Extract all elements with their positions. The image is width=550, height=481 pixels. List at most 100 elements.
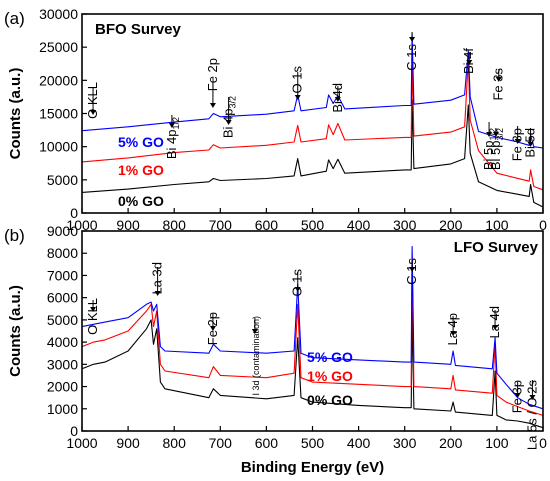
y-tick-label: 6000 (47, 290, 78, 306)
peak-annotation: O KLL (85, 298, 100, 335)
x-tick-label: 300 (393, 217, 417, 233)
peak-label: Fe 2p (205, 58, 220, 91)
series-label: 1% GO (118, 162, 164, 178)
peak-arrow-head (209, 103, 216, 108)
peak-label: O KLL (85, 298, 100, 335)
peak-annotation: Fe 3p (510, 380, 525, 413)
series-line-0go (81, 310, 544, 429)
peak-annotation: I 3d (contamination) (251, 316, 261, 396)
peak-arrow-head (466, 60, 473, 65)
x-tick-label: 500 (301, 435, 325, 451)
x-tick-label: 700 (209, 435, 233, 451)
x-tick-label: 1000 (66, 217, 97, 233)
peak-arrow-head (225, 120, 232, 125)
peak-annotation: O 1s (290, 269, 305, 297)
x-tick-label: 1000 (66, 435, 97, 451)
y-tick-label: 15000 (39, 106, 78, 122)
y-tick-label: 0 (70, 205, 78, 221)
peak-arrow-head (527, 142, 534, 147)
peak-annotation: Bi 4p1/2 (164, 115, 181, 159)
chart-title: LFO Survey (454, 239, 539, 256)
peak-arrow-head (90, 110, 97, 115)
x-tick-label: 800 (163, 435, 187, 451)
series-label: 0% GO (118, 193, 164, 209)
x-tick-label: 0 (539, 217, 547, 233)
peak-annotation: Bi 4d (330, 83, 345, 113)
y-tick-label: 3000 (47, 356, 78, 372)
x-tick-label: 100 (485, 435, 509, 451)
series-line-1go (81, 252, 544, 416)
x-tick-label: 0 (539, 435, 547, 451)
peak-annotation: Bi 4f (461, 48, 476, 74)
x-tick-label: 600 (255, 217, 279, 233)
peak-arrow-head (209, 326, 216, 331)
peak-arrow-head (529, 395, 536, 400)
peak-arrow-head (409, 37, 416, 42)
peak-arrow-head (450, 331, 457, 336)
x-tick-label: 200 (439, 217, 463, 233)
peak-annotation: Fe 3p (510, 126, 525, 161)
peak-annotation: La 4p (445, 313, 460, 346)
y-tick-label: 5000 (47, 172, 78, 188)
x-tick-label: 300 (393, 435, 417, 451)
peak-arrow-head (168, 123, 175, 128)
x-axis-title: Binding Energy (eV) (241, 459, 384, 476)
y-tick-label: 30000 (39, 6, 78, 22)
series-label: 1% GO (307, 368, 353, 384)
series-label: 5% GO (307, 349, 353, 365)
peak-annotation: La 4d (487, 306, 502, 339)
series-line-5go (81, 33, 544, 149)
peak-arrow-head (90, 307, 97, 312)
peak-arrow-head (409, 267, 416, 272)
peak-arrow-head (294, 95, 301, 100)
x-tick-label: 900 (116, 435, 140, 451)
peak-annotation: O 1s (290, 66, 305, 100)
peak-arrow-head (492, 325, 499, 330)
peak-label: I 3d (contamination) (251, 316, 261, 396)
x-tick-label: 200 (439, 435, 463, 451)
series-line-5go (81, 246, 544, 410)
y-tick-label: 25000 (39, 39, 78, 55)
peak-annotation: C 1s (404, 258, 419, 285)
peak-arrow-head (334, 97, 341, 102)
peak-arrow-head (486, 132, 493, 137)
chart-panel-b: 0 1000 2000 3000 4000 5000 6000 7000 8000 9000 100… (4, 223, 547, 476)
peak-arrow-head (495, 77, 502, 82)
peak-annotation: Bi 5d (523, 128, 538, 158)
series-line-0go (81, 99, 544, 208)
series-line-1go (81, 59, 544, 191)
y-tick-label: 9000 (47, 223, 78, 239)
y-tick-label: 8000 (47, 245, 78, 261)
peak-annotation: Fe 3s (491, 68, 506, 101)
peak-arrow-head (154, 291, 161, 296)
peak-arrow-head (251, 329, 258, 334)
peak-label: C 1s (404, 44, 419, 71)
y-tick-label: 2000 (47, 379, 78, 395)
series-label: 0% GO (307, 392, 353, 408)
peak-annotation: Fe 2p (205, 58, 220, 108)
x-tick-label: 500 (301, 217, 325, 233)
x-tick-label: 900 (116, 217, 140, 233)
peak-label: Fe 3s (491, 68, 506, 101)
x-tick-label: 600 (255, 435, 279, 451)
panel-label: (b) (4, 226, 25, 245)
panel-label: (a) (4, 9, 25, 28)
peak-annotation: La 5s / O 2s (524, 380, 539, 451)
y-axis-title: Counts (a.u.) (7, 285, 24, 377)
x-tick-label: 700 (209, 217, 233, 233)
x-tick-label: 800 (163, 217, 187, 233)
y-tick-label: 10000 (39, 139, 78, 155)
x-tick-label: 100 (485, 217, 509, 233)
y-tick-label: 4000 (47, 334, 78, 350)
peak-label: La 5s / O 2s (524, 380, 539, 451)
peak-arrow-head (514, 393, 521, 398)
y-tick-label: 7000 (47, 267, 78, 283)
y-tick-label: 5000 (47, 312, 78, 328)
peak-annotation: C 1s (404, 32, 419, 71)
peak-annotation: O KLL (85, 82, 100, 119)
y-tick-label: 20000 (39, 72, 78, 88)
peak-label: Fe 3p (510, 128, 525, 161)
peak-arrow-head (514, 139, 521, 144)
y-tick-label: 1000 (47, 401, 78, 417)
